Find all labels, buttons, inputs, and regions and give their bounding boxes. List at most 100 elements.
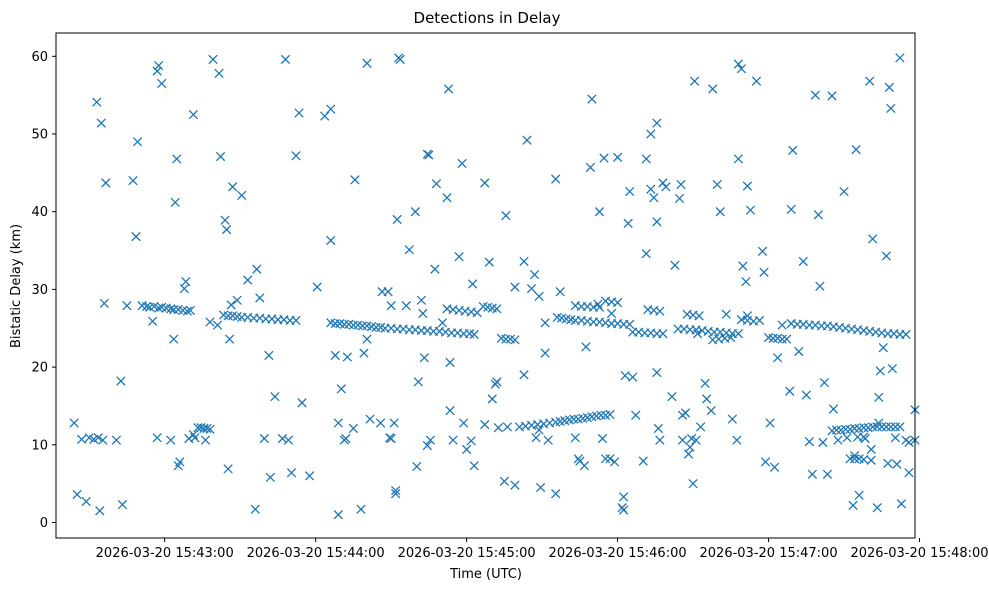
detection-point	[205, 317, 215, 327]
detection-point	[468, 279, 478, 289]
detection-point	[170, 197, 180, 208]
detection-point	[842, 433, 852, 443]
detection-point-track-lower	[877, 422, 887, 432]
detection-point	[674, 193, 685, 204]
detection-point	[798, 256, 808, 267]
detection-point	[839, 186, 849, 197]
detection-point	[854, 490, 864, 500]
detection-point	[892, 459, 902, 469]
x-axis-ticks: 2026-03-20 15:43:00 2026-03-20 15:44:00 20…	[96, 538, 989, 561]
detection-point	[526, 283, 537, 294]
detection-point	[480, 178, 490, 188]
detection-point	[685, 442, 695, 452]
detection-point	[551, 174, 561, 184]
detection-point	[404, 245, 414, 255]
detection-point	[551, 489, 561, 499]
detection-point	[252, 264, 262, 274]
detection-point	[448, 435, 458, 445]
detection-point	[286, 468, 297, 478]
detection-point	[383, 287, 393, 297]
detection-point	[333, 418, 343, 428]
detection-point	[101, 178, 111, 188]
detection-point	[259, 433, 269, 444]
detection-point	[788, 145, 798, 155]
detection-point	[410, 207, 420, 217]
detection-point	[401, 301, 411, 311]
detection-point	[255, 293, 265, 303]
detection-point	[166, 435, 176, 445]
y-tick-label: 30	[31, 283, 48, 298]
x-tick-label: 2026-03-20 15:46:00	[549, 546, 687, 561]
detection-point	[419, 353, 430, 363]
detection-point	[72, 489, 82, 500]
detection-point-track-upper	[166, 304, 176, 314]
detection-point	[676, 179, 686, 190]
detection-point-track-lower	[188, 430, 199, 440]
detection-point	[881, 251, 891, 261]
detection-point	[304, 471, 315, 481]
detection-point	[646, 184, 656, 194]
detection-point	[386, 433, 396, 444]
detection-point	[581, 342, 591, 352]
detection-point-track-upper	[777, 334, 787, 344]
y-axis-ticks: 0 10 20 30 40 50 60	[31, 50, 56, 531]
detection-point	[418, 308, 428, 319]
detection-point	[172, 154, 182, 164]
detection-point-track-lower	[868, 422, 878, 432]
detection-point	[760, 457, 771, 467]
detection-point	[884, 82, 894, 93]
detection-point	[813, 210, 824, 220]
detection-point	[336, 384, 346, 394]
detection-point	[683, 449, 694, 459]
detection-point	[437, 318, 448, 328]
detection-point	[786, 204, 796, 215]
detection-point	[732, 435, 742, 445]
detection-point-track-upper	[510, 335, 520, 345]
detection-point	[887, 363, 898, 374]
detection-point	[237, 190, 247, 201]
detection-point	[631, 410, 641, 420]
detection-point	[424, 150, 434, 160]
x-tick-label: 2026-03-20 15:45:00	[398, 546, 536, 561]
detection-point	[466, 436, 476, 446]
detection-point	[872, 503, 882, 513]
detection-point	[904, 437, 914, 448]
detection-point-track-lower	[845, 454, 855, 464]
detection-point	[469, 461, 479, 471]
detection-point	[677, 435, 688, 445]
detection-point	[458, 418, 469, 428]
detection-point	[618, 505, 629, 515]
detection-point	[326, 235, 336, 246]
y-tick-label: 60	[31, 50, 48, 65]
detection-point	[221, 224, 232, 235]
detection-point	[646, 129, 656, 139]
detection-point	[430, 264, 440, 274]
detection-point	[865, 76, 875, 86]
detection-point	[362, 334, 372, 344]
detection-point	[868, 234, 878, 244]
detection-point	[350, 175, 360, 185]
detection-point	[612, 152, 623, 162]
detection-point	[883, 458, 893, 469]
detection-point-track-upper	[754, 315, 765, 326]
detection-point-track-upper	[694, 311, 704, 321]
detection-point	[769, 462, 780, 472]
detection-point	[422, 440, 433, 451]
y-axis-label: Bistatic Delay (km)	[9, 224, 24, 348]
detection-point	[147, 316, 158, 326]
detection-point	[751, 76, 762, 86]
detection-point	[529, 269, 540, 280]
detection-point	[815, 281, 825, 291]
y-tick-label: 40	[31, 205, 48, 220]
detection-point	[597, 433, 608, 444]
detection-point	[510, 480, 520, 490]
x-axis-label: Time (UTC)	[449, 567, 522, 582]
detection-point	[623, 218, 633, 229]
detection-point-track-upper	[141, 301, 152, 312]
detection-point-track-upper	[339, 319, 350, 330]
detection-point	[132, 137, 143, 147]
detection-point	[801, 390, 811, 400]
detection-point	[297, 398, 307, 408]
detection-point	[480, 419, 490, 430]
